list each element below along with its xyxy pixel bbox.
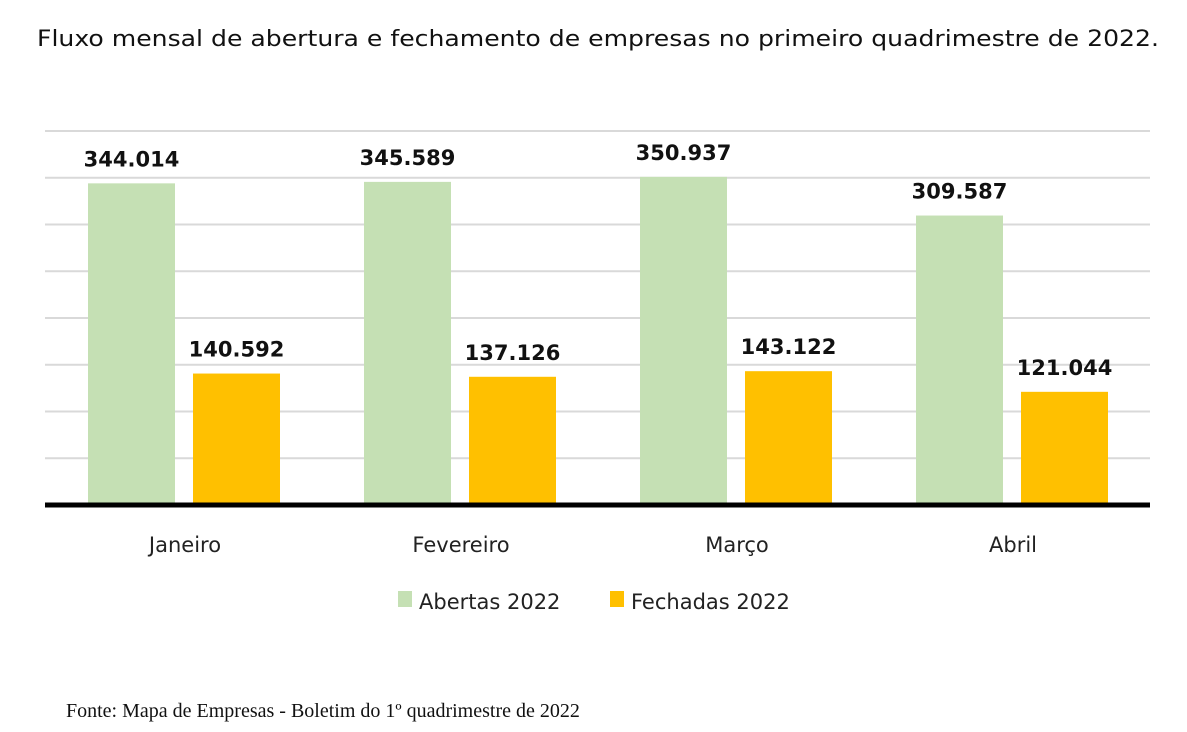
bar-fechadas	[745, 371, 832, 505]
bar-abertas	[640, 176, 727, 505]
legend-label-abertas: Abertas 2022	[419, 590, 560, 614]
bar-abertas	[916, 215, 1003, 506]
bar-abertas	[364, 181, 451, 506]
source-note: Fonte: Mapa de Empresas - Boletim do 1º …	[66, 700, 580, 722]
category-label: Março	[705, 533, 769, 557]
data-label: 137.126	[465, 341, 561, 365]
category-label: Janeiro	[147, 533, 221, 557]
data-label: 345.589	[360, 146, 456, 170]
data-label: 143.122	[741, 335, 837, 359]
legend-swatch-fechadas	[610, 591, 624, 607]
bar-fechadas	[469, 376, 556, 505]
data-label: 350.937	[636, 141, 732, 165]
legend-swatch-abertas	[398, 591, 412, 607]
data-label: 344.014	[84, 147, 180, 171]
category-labels: Janeiro Fevereiro Março Abril	[147, 533, 1037, 557]
data-label: 121.044	[1017, 356, 1113, 380]
bar-fechadas	[193, 373, 280, 505]
bar-abertas	[88, 183, 175, 505]
data-label: 309.587	[912, 180, 1008, 204]
legend-label-fechadas: Fechadas 2022	[631, 590, 790, 614]
bar-fechadas	[1021, 391, 1108, 505]
legend: Abertas 2022 Fechadas 2022	[398, 590, 790, 614]
category-label: Abril	[989, 533, 1037, 557]
bars	[88, 176, 1108, 506]
data-labels: 344.014 140.592 345.589 137.126 350.937 143.1…	[84, 141, 1113, 380]
category-label: Fevereiro	[412, 533, 509, 557]
chart-title: Fluxo mensal de abertura e fechamento de…	[37, 27, 1159, 52]
data-label: 140.592	[189, 338, 285, 362]
